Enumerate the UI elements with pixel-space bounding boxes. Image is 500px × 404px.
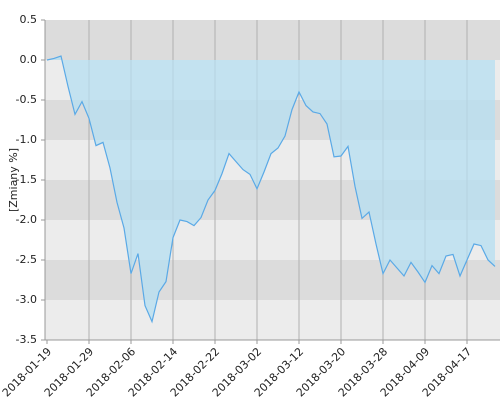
y-tick-label: -2.5 (16, 253, 37, 266)
y-tick-label: -1.5 (16, 173, 37, 186)
y-tick-label: -1.0 (16, 133, 37, 146)
y-tick-label: -2.0 (16, 213, 37, 226)
line (46, 55, 496, 324)
y-tick-label: -3.5 (16, 333, 37, 346)
background-band (45, 300, 500, 340)
y-tick-label: 0.0 (20, 53, 38, 66)
background-band (45, 20, 500, 60)
y-axis-label: [Zmiany %] (7, 148, 20, 212)
area (47, 56, 495, 322)
y-tick-label: 0.5 (20, 13, 38, 26)
y-tick-label: -0.5 (16, 93, 37, 106)
y-tick-label: -3.0 (16, 293, 37, 306)
